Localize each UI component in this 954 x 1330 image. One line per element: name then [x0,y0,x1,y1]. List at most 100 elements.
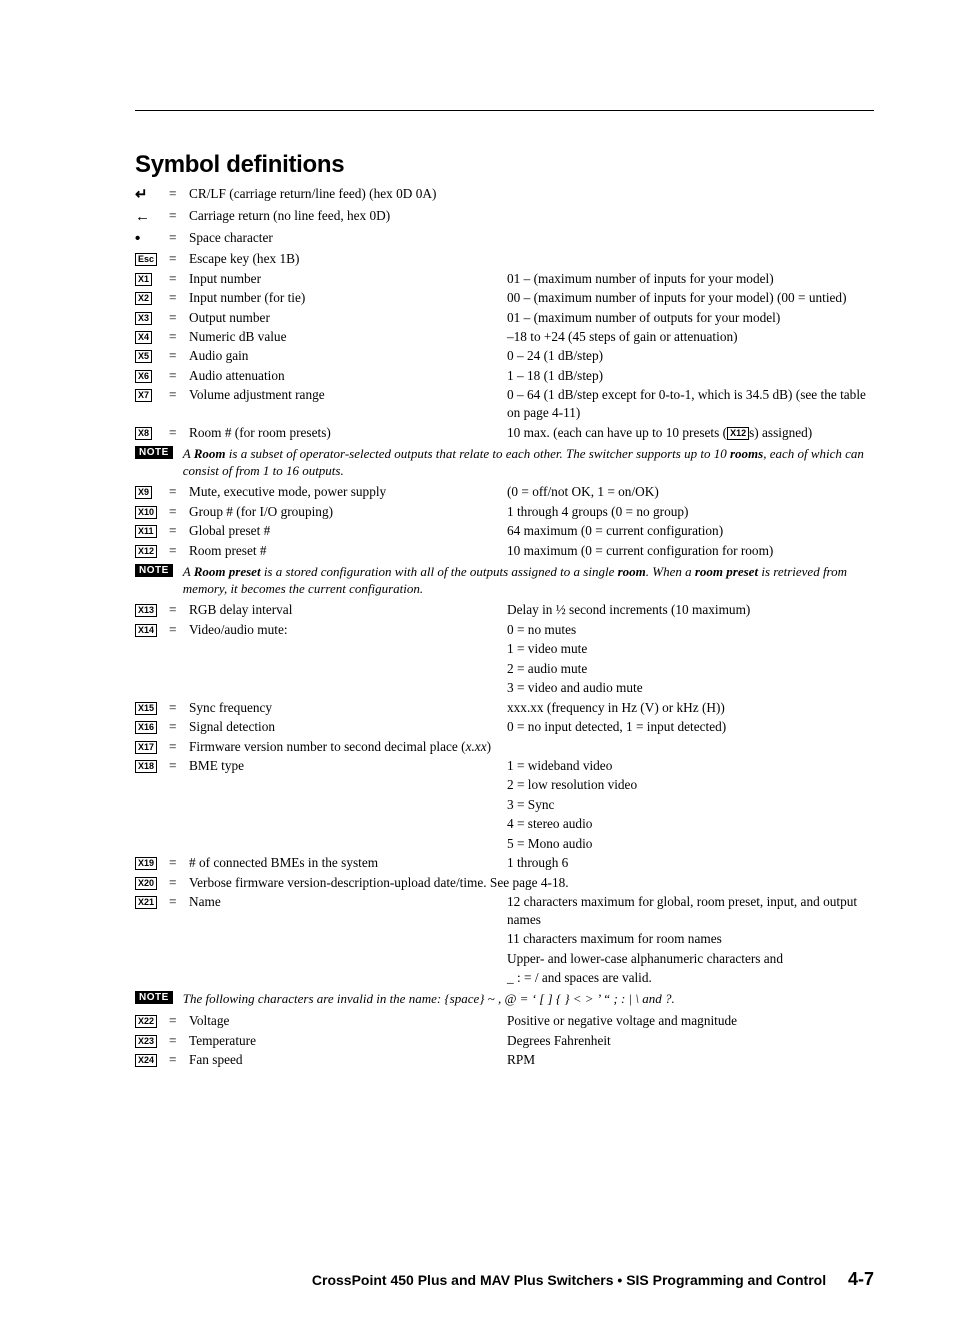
equals-cell: = [169,328,189,346]
definition-row: 3 = Sync [135,796,874,814]
equals-cell: = [169,367,189,385]
equals-cell: = [169,699,189,717]
detail-cell: 1 – 18 (1 dB/step) [507,367,874,385]
symbol-cell: ↵ [135,185,169,205]
detail-cell: 11 characters maximum for room names [507,930,874,948]
note-row: NOTE A Room is a subset of operator-selec… [135,446,874,480]
definition-row: X10=Group # (for I/O grouping)1 through … [135,503,874,521]
detail-cell: 3 = video and audio mute [507,679,874,697]
description-cell: Escape key (hex 1B) [189,250,507,268]
x-variable-box: X16 [135,721,157,734]
page-footer: CrossPoint 450 Plus and MAV Plus Switche… [135,1269,874,1290]
x-variable-box: X21 [135,896,157,909]
detail-cell: 00 – (maximum number of inputs for your … [507,289,874,307]
footer-page-number: 4-7 [848,1269,874,1289]
symbol-cell: X4 [135,328,169,346]
description-cell: Sync frequency [189,699,507,717]
equals-cell: = [169,309,189,327]
equals-cell: = [169,424,189,442]
detail-cell: 1 = video mute [507,640,874,658]
description-cell: Temperature [189,1032,507,1050]
x-variable-box: X24 [135,1054,157,1067]
detail-cell: 10 max. (each can have up to 10 presets … [507,424,874,442]
symbol-cell: X7 [135,386,169,404]
symbol-cell: X16 [135,718,169,736]
definition-row: X4=Numeric dB value–18 to +24 (45 steps … [135,328,874,346]
symbol-cell: X21 [135,893,169,911]
description-cell: RGB delay interval [189,601,507,619]
definition-row: 2 = low resolution video [135,776,874,794]
note-row: NOTE The following characters are invalid… [135,991,874,1008]
definition-row: 2 = audio mute [135,660,874,678]
definition-row: •=Space character [135,229,874,249]
equals-cell: = [169,601,189,619]
detail-cell: Degrees Fahrenheit [507,1032,874,1050]
symbol-cell: X24 [135,1051,169,1069]
description-cell: Voltage [189,1012,507,1030]
definition-row: X3=Output number01 – (maximum number of … [135,309,874,327]
definition-row: X11=Global preset #64 maximum (0 = curre… [135,522,874,540]
description-cell: Room # (for room presets) [189,424,507,442]
description-cell: CR/LF (carriage return/line feed) (hex 0… [189,185,507,203]
detail-cell: 01 – (maximum number of outputs for your… [507,309,874,327]
definition-row: X15=Sync frequencyxxx.xx (frequency in H… [135,699,874,717]
definition-row: X18=BME type1 = wideband video [135,757,874,775]
x-variable-box: X1 [135,273,152,286]
equals-cell: = [169,1012,189,1030]
definition-row: X21=Name12 characters maximum for global… [135,893,874,929]
description-cell: # of connected BMEs in the system [189,854,507,872]
symbol-cell: X19 [135,854,169,872]
definition-row: X8 =Room # (for room presets)10 max. (eac… [135,424,874,442]
detail-cell: 4 = stereo audio [507,815,874,833]
note-body: The following characters are invalid in … [183,991,874,1008]
section-title: Symbol definitions [135,151,874,179]
definition-row: X6=Audio attenuation1 – 18 (1 dB/step) [135,367,874,385]
x-variable-box: X18 [135,760,157,773]
equals-cell: = [169,503,189,521]
symbol-cell: X3 [135,309,169,327]
definition-row: X24=Fan speedRPM [135,1051,874,1069]
description-cell: Fan speed [189,1051,507,1069]
equals-cell: = [169,270,189,288]
detail-cell: 1 through 6 [507,854,874,872]
detail-cell: –18 to +24 (45 steps of gain or attenuat… [507,328,874,346]
x-variable-box: X8 [135,427,152,440]
definition-row: X12=Room preset #10 maximum (0 = current… [135,542,874,560]
detail-cell: 1 through 4 groups (0 = no group) [507,503,874,521]
note-badge: NOTE [135,991,173,1004]
detail-cell: 1 = wideband video [507,757,874,775]
x-variable-box: X22 [135,1015,157,1028]
x-variable-box: X2 [135,292,152,305]
detail-cell: 64 maximum (0 = current configuration) [507,522,874,540]
equals-cell: = [169,757,189,775]
description-cell: Volume adjustment range [189,386,507,404]
symbol-cell: X17 [135,738,169,756]
note-body: A Room preset is a stored configuration … [183,564,874,598]
detail-cell: 2 = low resolution video [507,776,874,794]
symbol-cell: X5 [135,347,169,365]
note-badge: NOTE [135,446,173,459]
detail-cell: 0 = no mutes [507,621,874,639]
description-cell: Room preset # [189,542,507,560]
detail-cell: 5 = Mono audio [507,835,874,853]
description-cell: Output number [189,309,507,327]
symbol-cell: X23 [135,1032,169,1050]
symbol-glyph: • [135,229,140,249]
definition-row: X7=Volume adjustment range0 – 64 (1 dB/s… [135,386,874,422]
description-cell: Video/audio mute: [189,621,507,639]
x-variable-box: X10 [135,506,157,519]
detail-cell: (0 = off/not OK, 1 = on/OK) [507,483,874,501]
detail-cell: 3 = Sync [507,796,874,814]
definition-row: X19=# of connected BMEs in the system1 t… [135,854,874,872]
x-variable-box: X12 [135,545,157,558]
definition-row: 1 = video mute [135,640,874,658]
note-body: A Room is a subset of operator-selected … [183,446,874,480]
symbol-cell: X11 [135,522,169,540]
note-row: NOTEA Room preset is a stored configurat… [135,564,874,598]
x-variable-box: X6 [135,370,152,383]
x-variable-box: X9 [135,486,152,499]
x-variable-box: X17 [135,741,157,754]
equals-cell: = [169,386,189,404]
detail-cell: Positive or negative voltage and magnitu… [507,1012,874,1030]
equals-cell: = [169,542,189,560]
